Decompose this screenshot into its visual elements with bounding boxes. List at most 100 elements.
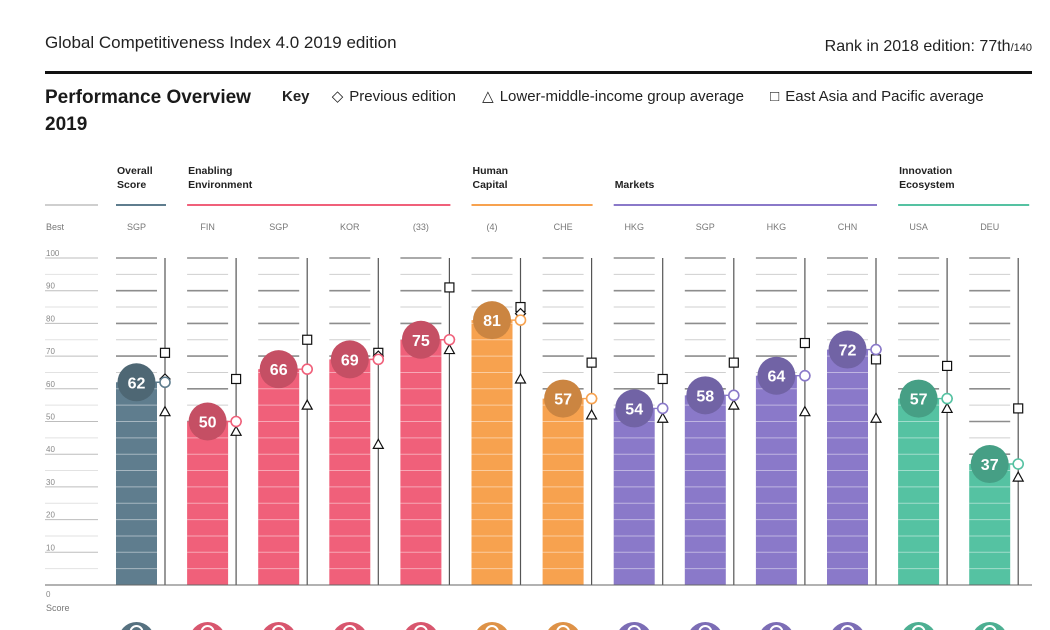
- bar-10: [827, 349, 868, 585]
- score-value-4: 75: [412, 333, 430, 350]
- best-performer-7: HKG: [624, 222, 644, 232]
- eap-marker-10: [870, 354, 882, 365]
- score-value-10: 72: [839, 343, 857, 360]
- score-dot-0: [159, 376, 171, 389]
- pillar-icon-glyph-9: [769, 625, 784, 630]
- bar-0: [116, 382, 157, 585]
- key-label: Key: [282, 88, 310, 105]
- pillar-icon-glyph-1: [200, 625, 215, 630]
- score-badge-8: [686, 376, 725, 415]
- score-dot-4: [443, 333, 456, 346]
- lmi-marker-5: [514, 372, 527, 384]
- score-dot-2: [301, 363, 314, 375]
- score-value-6: 57: [554, 392, 572, 409]
- best-performer-5: (4): [487, 222, 498, 232]
- rank-of: /140: [1010, 42, 1032, 54]
- y-tick-30: 30: [46, 478, 55, 487]
- score-dot-10: [870, 343, 882, 356]
- eap-marker-0: [159, 347, 171, 358]
- score-axis-label: Score: [46, 603, 70, 613]
- lmi-marker-9: [798, 405, 811, 417]
- best-performer-8: SGP: [696, 222, 715, 232]
- best-performer-12: DEU: [980, 222, 999, 232]
- score-dot-9: [799, 369, 811, 382]
- score-badge-1: [188, 402, 227, 441]
- y-tick-60: 60: [46, 380, 55, 389]
- y-tick-100: 100: [46, 249, 60, 258]
- pillar-icon-glyph-8: [698, 625, 713, 630]
- best-performer-2: SGP: [269, 222, 288, 232]
- score-dot-7: [656, 402, 669, 415]
- chart-key: Key ◇ Previous edition △ Lower-middle-inco…: [282, 87, 984, 105]
- lmi-marker-3: [372, 438, 385, 449]
- eap-marker-8: [728, 357, 739, 368]
- y-tick-70: 70: [46, 347, 55, 356]
- group-label-3-line-0: Markets: [615, 179, 655, 191]
- square-icon: □: [770, 88, 780, 105]
- score-dot-5: [514, 314, 527, 326]
- group-label-1-line-0: Enabling: [188, 165, 232, 177]
- bar-12: [969, 464, 1011, 585]
- y-tick-40: 40: [46, 445, 55, 454]
- pillar-icon-glyph-2: [271, 625, 286, 630]
- best-performer-6: CHE: [554, 222, 573, 232]
- report-title: Global Competitiveness Index 4.0 2019 ed…: [45, 33, 397, 52]
- performance-overview-title: Performance Overview 2019: [45, 87, 251, 135]
- score-badge-10: [828, 330, 867, 369]
- group-label-2-line-0: Human: [473, 165, 509, 177]
- group-label-1-line-1: Environment: [188, 179, 253, 191]
- rank-label: Rank in 2018 edition: 77th: [824, 38, 1011, 55]
- score-badge-6: [544, 379, 583, 418]
- y-tick-0: 0: [46, 590, 51, 599]
- y-tick-50: 50: [46, 413, 55, 422]
- pillar-icon-glyph-0: [129, 625, 144, 630]
- pillar-icon-glyph-6: [556, 625, 570, 630]
- pillar-icon-glyph-10: [840, 625, 855, 630]
- score-value-3: 69: [341, 352, 359, 369]
- triangle-icon: △: [482, 88, 494, 105]
- best-performer-9: HKG: [767, 222, 787, 232]
- score-badge-0: [117, 363, 156, 402]
- lmi-marker-11: [941, 402, 954, 414]
- bar-11: [898, 398, 940, 585]
- best-performer-10: CHN: [838, 222, 858, 232]
- best-performer-3: KOR: [340, 222, 360, 232]
- lmi-marker-8: [727, 398, 740, 410]
- pillar-icon-glyph-11: [911, 625, 926, 630]
- bar-6: [542, 398, 584, 585]
- group-label-4-line-1: Ecosystem: [899, 179, 954, 191]
- score-badge-2: [259, 350, 298, 389]
- score-value-2: 66: [270, 362, 288, 379]
- header-divider: [45, 71, 1032, 74]
- group-label-0-line-1: Score: [117, 179, 146, 191]
- lmi-marker-6: [585, 408, 598, 420]
- eap-marker-6: [586, 357, 597, 368]
- lmi-marker-7: [656, 411, 669, 423]
- lmi-marker-2: [301, 398, 314, 410]
- y-tick-80: 80: [46, 314, 55, 323]
- y-tick-20: 20: [46, 511, 55, 520]
- score-dot-6: [585, 392, 598, 405]
- eap-marker-4: [444, 282, 455, 293]
- key-previous-label: Previous edition: [349, 88, 456, 105]
- key-lmi-label: Lower-middle-income group average: [499, 88, 744, 105]
- best-performer-4: (33): [413, 222, 429, 232]
- score-value-0: 62: [128, 375, 146, 392]
- score-badge-12: [970, 445, 1009, 484]
- score-badge-7: [615, 389, 654, 428]
- eap-marker-12: [1013, 403, 1024, 414]
- key-lower-middle-income: △ Lower-middle-income group average: [482, 88, 744, 105]
- lmi-marker-4: [443, 343, 456, 355]
- group-label-4-line-0: Innovation: [899, 165, 952, 177]
- bar-3: [329, 359, 371, 585]
- lmi-marker-1: [230, 425, 243, 436]
- score-badge-9: [757, 356, 796, 395]
- score-dot-8: [727, 389, 740, 402]
- bar-9: [755, 375, 797, 585]
- score-badge-5: [473, 301, 511, 340]
- eap-marker-11: [941, 360, 953, 372]
- pillar-icon-glyph-7: [627, 625, 641, 630]
- eap-marker-7: [657, 373, 668, 385]
- y-tick-90: 90: [46, 282, 55, 291]
